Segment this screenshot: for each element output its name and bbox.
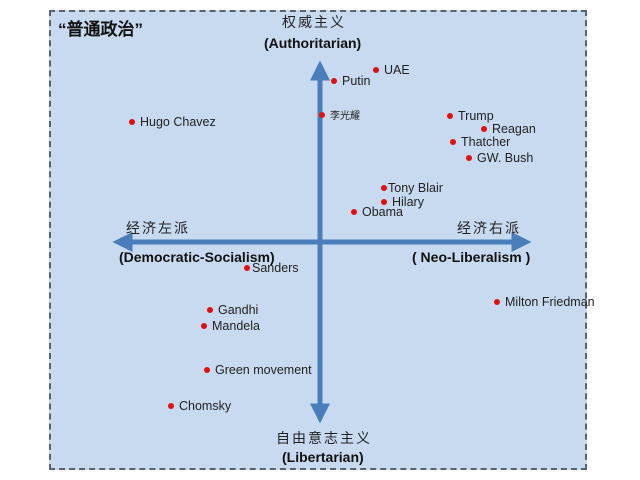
point-lee-kuan-yew: 李光耀	[319, 110, 360, 124]
axis-right-en: ( Neo-Liberalism )	[412, 249, 531, 265]
point-dot	[494, 298, 500, 305]
axis-left-en: (Democratic-Socialism)	[119, 249, 275, 265]
point-dot	[331, 77, 337, 84]
point-dot	[244, 264, 250, 271]
point-label: 李光耀	[330, 111, 360, 122]
point-dot	[381, 184, 387, 191]
point-reagan: Reagan	[481, 122, 536, 136]
point-mandela: Mandela	[201, 319, 260, 333]
point-label: Chomsky	[179, 399, 232, 413]
point-trump: Trump	[447, 109, 494, 123]
point-label: Putin	[342, 74, 371, 88]
point-label: Green movement	[215, 363, 312, 377]
point-gw-bush: GW. Bush	[466, 151, 533, 165]
point-dot	[319, 112, 325, 119]
diagram-title: “普通政治”	[58, 20, 143, 39]
point-label: Thatcher	[461, 135, 511, 149]
point-label: Obama	[362, 205, 403, 219]
point-label: Hilary	[392, 195, 424, 209]
point-dot	[129, 118, 135, 125]
point-label: Reagan	[492, 122, 536, 136]
point-label: Mandela	[212, 319, 260, 333]
point-label: Sanders	[252, 261, 299, 275]
point-dot	[447, 112, 453, 119]
point-dot	[168, 402, 174, 409]
point-chomsky: Chomsky	[168, 399, 231, 413]
point-obama: Obama	[351, 205, 403, 219]
point-hugo-chavez: Hugo Chavez	[129, 115, 216, 129]
point-tony-blair: Tony Blair	[381, 181, 443, 195]
axis-left-cn: 经济左派	[126, 221, 190, 237]
point-green-movement: Green movement	[204, 363, 312, 377]
point-dot	[207, 306, 213, 313]
axis-bottom-en: (Libertarian)	[282, 449, 364, 465]
point-thatcher: Thatcher	[450, 135, 510, 149]
point-dot	[351, 208, 357, 215]
point-label: Tony Blair	[388, 181, 443, 195]
point-label: Gandhi	[218, 303, 259, 317]
point-dot	[450, 138, 456, 145]
point-dot	[201, 322, 207, 329]
axis-top-cn: 权威主义	[282, 15, 346, 31]
point-dot	[373, 66, 379, 73]
point-label: Trump	[458, 109, 494, 123]
point-label: Hugo Chavez	[140, 115, 216, 129]
point-dot	[204, 366, 210, 373]
point-dot	[381, 198, 387, 205]
point-putin: Putin	[331, 74, 371, 88]
axis-top-en: (Authoritarian)	[264, 35, 362, 51]
axis-right-cn: 经济右派	[457, 221, 521, 237]
point-dot	[481, 125, 487, 132]
point-hilary: Hilary	[381, 195, 424, 209]
point-sanders: Sanders	[244, 261, 299, 275]
point-dot	[466, 154, 472, 161]
point-milton-friedman: Milton Friedman	[494, 295, 595, 309]
axis-bottom-cn: 自由意志主义	[276, 431, 372, 447]
point-uae: UAE	[373, 63, 410, 77]
point-label: UAE	[384, 63, 410, 77]
point-label: GW. Bush	[477, 151, 534, 165]
point-label: Milton Friedman	[505, 295, 595, 309]
point-gandhi: Gandhi	[207, 303, 258, 317]
